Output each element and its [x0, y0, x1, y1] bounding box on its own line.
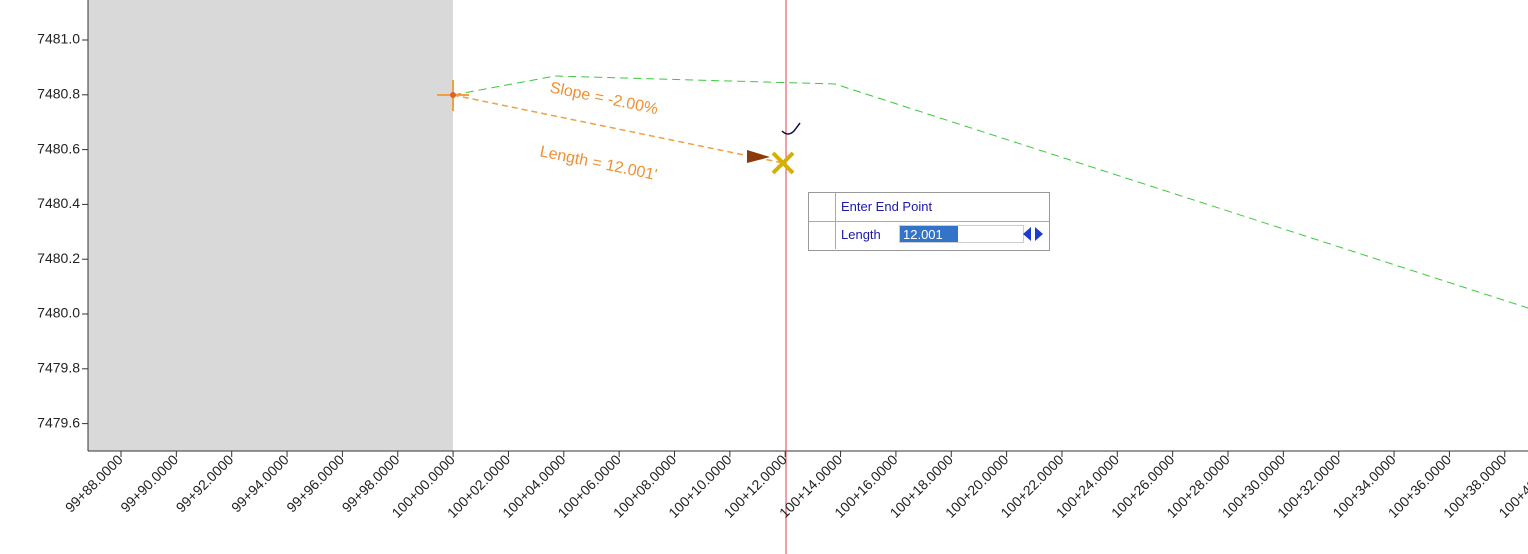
- y-tick-label: 7479.6: [37, 414, 80, 430]
- y-tick-label: 7480.0: [37, 305, 80, 321]
- prompt-title: Enter End Point: [841, 199, 933, 214]
- x-tick-label: 99+94.0000: [228, 451, 292, 515]
- y-tick-label: 7480.8: [37, 86, 80, 102]
- x-tick-label: 99+88.0000: [62, 451, 126, 515]
- x-tick-label: 99+92.0000: [173, 451, 237, 515]
- y-tick-label: 7480.6: [37, 140, 80, 156]
- snap-icon: [781, 122, 801, 135]
- length-annotation: Length = 12.001': [538, 143, 658, 184]
- y-tick-label: 7481.0: [37, 31, 80, 47]
- end-marker: [771, 151, 795, 175]
- y-tick-label: 7479.8: [37, 360, 80, 376]
- slope-annotation: Slope = -2.00%: [548, 79, 659, 118]
- shaded-region: [88, 0, 453, 451]
- y-tick-label: 7480.2: [37, 250, 80, 266]
- prompt-row: Length: [809, 221, 1049, 249]
- prompt-row: Enter End Point: [809, 193, 1049, 222]
- x-tick-label: 99+96.0000: [283, 451, 347, 515]
- spin-arrows[interactable]: [1023, 227, 1043, 241]
- existing-profile: [452, 75, 1528, 309]
- new-segment: [452, 94, 784, 164]
- start-dot: [450, 92, 456, 98]
- length-input[interactable]: [899, 225, 1024, 243]
- arrow: [747, 150, 770, 163]
- field-label: Length: [841, 227, 881, 242]
- x-tick-label: 99+90.0000: [117, 451, 181, 515]
- input-prompt: Enter End Point Length: [808, 192, 1050, 251]
- y-tick-label: 7480.4: [37, 195, 80, 211]
